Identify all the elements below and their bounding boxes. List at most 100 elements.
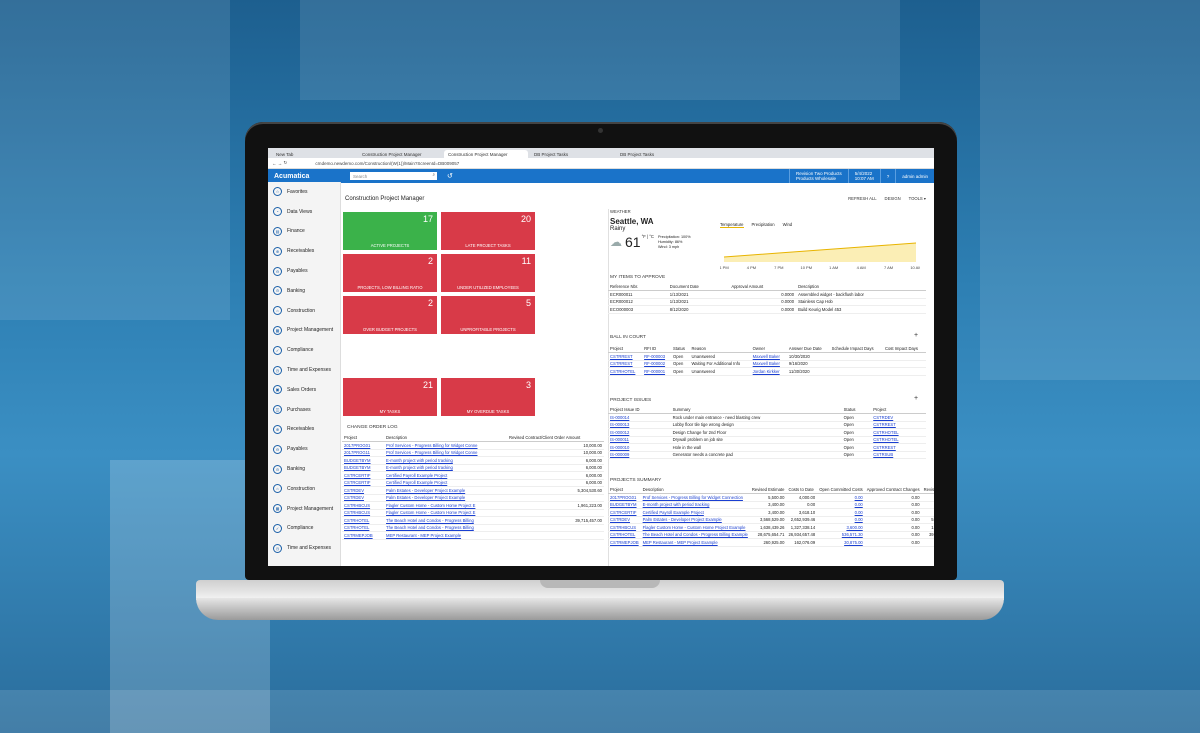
table-cell[interactable]: CSTRDEV xyxy=(342,486,385,495)
sidebar-item[interactable]: ◔ Data Views xyxy=(268,202,340,222)
table-cell[interactable]: E-month project with period tracking xyxy=(640,501,750,509)
table-cell[interactable]: CSTRCERTIF xyxy=(342,479,385,487)
table-cell[interactable]: RF-000003 xyxy=(642,352,672,361)
kpi-tile[interactable]: 20 LATE PROJECT TASKS xyxy=(441,212,535,250)
table-cell[interactable]: CSTRREST xyxy=(871,421,926,429)
sidebar-item[interactable]: ▤ Finance xyxy=(268,222,340,242)
sidebar-item[interactable]: ◫ Purchases xyxy=(268,400,340,420)
kpi-tile[interactable]: 17 ACTIVE PROJECTS xyxy=(343,212,437,250)
table-cell[interactable]: IS-000009 xyxy=(608,451,671,459)
table-row[interactable]: 2017PROG11 Prof Services - Progress Billi… xyxy=(342,449,604,457)
table-cell[interactable]: 3,600.00 xyxy=(817,523,865,532)
browser-tab[interactable]: DB Project Tasks xyxy=(620,151,655,157)
table-cell[interactable]: Palm Estates - Developer Project Example xyxy=(384,486,508,495)
table-cell[interactable]: Jordan Kirkker xyxy=(750,367,787,376)
sidebar-item[interactable]: ◷ Time and Expenses xyxy=(268,360,340,380)
table-row[interactable]: CSTRDEV Palm Estates - Developer Project … xyxy=(608,516,934,524)
table-cell[interactable]: 536,571.30 xyxy=(817,531,865,539)
table-cell[interactable]: CSTRREST xyxy=(608,352,643,361)
table-cell[interactable]: Certified Payroll Example Project xyxy=(384,471,508,480)
table-cell[interactable]: IS-000014 xyxy=(608,413,671,422)
browser-tab[interactable]: DB Project Tasks xyxy=(534,151,569,157)
table-cell[interactable]: CSTRREST xyxy=(608,360,643,368)
table-cell[interactable]: Prof Services - Progress Billing for Wid… xyxy=(640,493,750,502)
acumatica-logo[interactable]: Acumatica xyxy=(274,172,310,180)
table-cell[interactable]: 0.00 xyxy=(817,516,865,524)
table-cell[interactable]: CSTRHOTEL xyxy=(608,367,643,376)
table-row[interactable]: CSTRMEPJOB MEP Restaurant - MEP Project E… xyxy=(342,531,604,540)
browser-tab[interactable]: Construction Project Manager xyxy=(362,151,422,157)
search-icon[interactable]: ⌕ xyxy=(432,172,435,177)
table-cell[interactable]: CSTRHBCUS xyxy=(342,501,385,510)
table-cell[interactable]: MEP Restaurant - MEP Project Example xyxy=(640,538,750,547)
table-cell[interactable]: The Beach Hotel and Condos - Progress Bi… xyxy=(640,531,750,539)
table-cell[interactable]: CSTRDEV xyxy=(608,516,641,524)
kpi-tile[interactable]: 3 MY OVERDUE TASKS xyxy=(441,378,535,416)
sidebar-item[interactable]: ☆ Favorites xyxy=(268,182,340,202)
column-header[interactable]: Status xyxy=(841,406,872,414)
table-row[interactable]: CSTRHBCUS Flagler Custom Home - Custom Ho… xyxy=(342,501,604,510)
search-input[interactable]: Search ⌕ xyxy=(350,172,437,180)
table-cell[interactable]: E-month project with period tracking xyxy=(384,456,508,465)
table-row[interactable]: CSTRMEPJOB MEP Restaurant - MEP Project E… xyxy=(608,538,934,547)
table-cell[interactable]: BUDGETBYM xyxy=(608,501,641,509)
table-row[interactable]: CSTRHOTEL RF-000001 Open Unanswered Jordan K… xyxy=(608,367,926,376)
browser-tab[interactable]: New Tab xyxy=(276,151,294,157)
sidebar-item[interactable]: ⊖ Payables xyxy=(268,261,340,281)
column-header[interactable]: Open Committed Costs xyxy=(817,486,865,494)
table-cell[interactable]: CSTRREST xyxy=(871,443,926,452)
table-cell[interactable]: MEP Restaurant - MEP Project Example xyxy=(384,531,508,540)
table-row[interactable]: BUDGETBYM E-month project with period tra… xyxy=(342,464,604,472)
table-cell[interactable]: IS-000012 xyxy=(608,428,671,437)
forward-icon[interactable]: → xyxy=(277,160,283,166)
table-cell[interactable]: CSTRSUB xyxy=(871,451,926,459)
table-row[interactable]: CSTRCERTIF Certified Payroll Example Proj… xyxy=(342,471,604,480)
table-cell[interactable]: CSTRCERTIF xyxy=(608,508,641,517)
table-row[interactable]: CSTRHOTEL The Beach Hotel and Condos - Pr… xyxy=(342,516,604,525)
table-cell[interactable]: 2017PROG11 xyxy=(342,449,385,457)
table-row[interactable]: CSTRHOTEL The Beach Hotel and Condos - Pr… xyxy=(342,524,604,532)
table-cell[interactable]: IS-000011 xyxy=(608,436,671,444)
table-cell[interactable]: CSTRDEV xyxy=(871,413,926,422)
column-header[interactable]: Summary xyxy=(670,406,842,414)
table-cell[interactable]: E-month project with period tracking xyxy=(384,464,508,472)
reload-icon[interactable]: ↻ xyxy=(283,160,288,165)
table-cell[interactable]: Maxwell Baker xyxy=(750,360,787,368)
company-selector[interactable]: Revision Two Products Products Wholesale xyxy=(789,169,848,183)
table-cell[interactable]: CSTRMEPJOB xyxy=(608,538,641,547)
table-cell[interactable]: 0.00 xyxy=(817,508,865,517)
kpi-tile[interactable]: 5 UNPROFITABLE PROJECTS xyxy=(441,296,535,334)
table-cell[interactable]: IS-000013 xyxy=(608,421,671,429)
table-row[interactable]: CSTRDEV Palm Estates - Developer Project … xyxy=(342,494,604,502)
table-cell[interactable]: CSTRHOTEL xyxy=(871,436,926,444)
table-row[interactable]: CSTRREST RF-000002 Open Waiting For Additio… xyxy=(608,360,926,368)
back-icon[interactable]: ← xyxy=(272,160,277,166)
column-header[interactable]: Answer Due Date xyxy=(786,345,830,353)
table-row[interactable]: IS-000013 Lobby floor tile tige wrong des… xyxy=(608,421,926,429)
table-cell[interactable]: 30,875.00 xyxy=(817,538,865,547)
table-cell[interactable]: CSTRHOTEL xyxy=(871,428,926,437)
table-row[interactable]: CSTRREST RF-000003 Open Unanswered Maxwell B… xyxy=(608,352,926,361)
table-cell[interactable]: The Beach Hotel and Condos - Progress Bi… xyxy=(384,516,508,525)
table-cell[interactable]: The Beach Hotel and Condos - Progress Bi… xyxy=(384,524,508,532)
column-header[interactable]: Revised Contract xyxy=(921,486,934,494)
table-cell[interactable]: Palm Estates - Developer Project Example xyxy=(640,516,750,524)
address-bar[interactable]: ← → ↻ crndemo.newdemo.com/Construction/(… xyxy=(268,158,934,169)
table-row[interactable]: CSTRDEV Palm Estates - Developer Project … xyxy=(342,486,604,495)
table-row[interactable]: IS-000012 Design Change for 2nd Floor Open… xyxy=(608,428,926,437)
tab-wind[interactable]: Wind xyxy=(782,222,793,227)
tab-temperature[interactable]: Temperature xyxy=(720,222,744,228)
table-cell[interactable]: RF-000001 xyxy=(642,367,672,376)
table-cell[interactable]: IS-000010 xyxy=(608,443,671,452)
table-row[interactable]: ECR000012 1/13/2021 0.0000 Stainless Cap Ho… xyxy=(608,298,926,306)
column-header[interactable]: Costs to Date xyxy=(786,486,818,494)
table-row[interactable]: 2017PROG01 Prof Services - Progress Billi… xyxy=(342,441,604,450)
user-menu[interactable]: admin admin xyxy=(895,169,934,183)
column-header[interactable]: Revised Estimate xyxy=(749,486,787,494)
column-header[interactable]: Owner xyxy=(750,345,787,353)
sidebar-item[interactable]: ◷ Time and Expenses xyxy=(268,538,340,558)
column-header[interactable]: Approval Amount xyxy=(729,283,797,291)
refresh-all-button[interactable]: REFRESH ALL xyxy=(848,196,877,201)
table-cell[interactable]: 2017PROG01 xyxy=(608,493,641,502)
table-cell[interactable]: Flagler Custom Home - Custom Home Projec… xyxy=(384,509,508,517)
